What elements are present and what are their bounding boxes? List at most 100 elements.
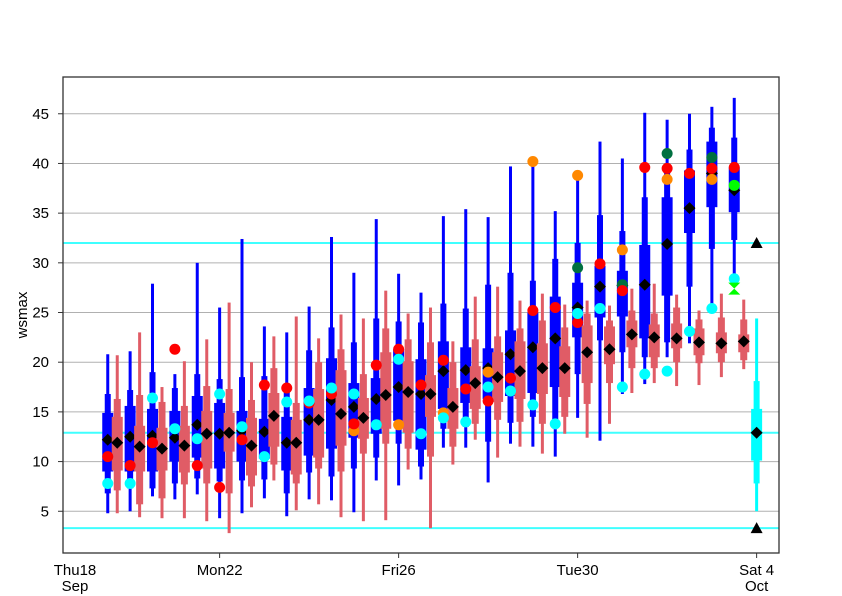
red-dot-marker [572,316,584,328]
cyan-dot-marker [616,381,628,393]
x-tick-label: Fri26 [382,562,416,579]
median-diamond [267,409,280,422]
y-tick-label: 45 [32,106,49,123]
blue-box [325,236,338,501]
blue-box [705,106,718,309]
red-box [648,283,661,384]
blue-box [124,351,137,512]
median-diamond [638,278,651,291]
y-tick-label: 35 [32,205,49,222]
marker-series [102,148,763,534]
blue-box [280,332,293,517]
cyan-dot-marker [415,428,427,440]
darkgreen-dot-marker [661,148,673,160]
darkgreen-dot-marker [572,262,584,274]
red-dot-marker [527,305,539,317]
cyan-dot-marker [281,396,293,408]
red-box [715,293,728,378]
red-dot-marker [370,359,382,371]
red-box [603,305,616,424]
black-triangle-marker [750,522,763,534]
median-diamond [581,346,594,359]
cyan-dot-marker [370,419,382,431]
orange-dot-marker [482,366,494,378]
cyan-dot-marker [482,381,494,393]
red-box [402,313,415,470]
cyan-dot-marker [102,477,114,489]
median-diamond [370,392,383,405]
cyan-dot-marker [549,418,561,430]
x-tick-label: Tue30 [557,562,599,579]
blue-box [191,262,204,495]
red-box [223,302,236,534]
red-box [335,314,347,518]
orange-dot-marker [706,173,718,185]
y-tick-label: 40 [32,155,49,172]
red-box [446,341,459,465]
cyan-dot-marker [460,416,472,428]
median-diamond [424,388,437,401]
cyan-dot-marker [572,308,584,320]
median-diamond [290,436,303,449]
y-tick-label: 20 [32,354,49,371]
y-tick-label: 10 [32,454,49,471]
blue-box [661,119,674,358]
cyan-dot-marker [661,365,673,377]
median-diamond [312,413,325,426]
x-tick-label-month: Sep [62,578,89,595]
y-tick-label: 5 [41,503,49,520]
red-box [469,296,482,440]
red-dot-marker [258,379,270,391]
cyan-dot-marker [594,303,606,315]
median-diamond [536,362,549,375]
red-box [290,316,303,511]
median-diamond [594,280,606,293]
orange-dot-marker [616,244,628,256]
median-diamond [750,426,763,439]
cyan-dot-marker [393,353,405,365]
whisker [240,238,244,514]
median-diamond [392,381,405,394]
red-box [625,288,638,394]
plot-frame [62,76,780,554]
red-box [156,387,168,519]
cyan-dot-marker [326,382,337,394]
red-box [111,355,124,514]
red-dot-marker [594,258,606,270]
black-triangle-marker [750,236,763,248]
cyan-dot-marker [258,451,270,463]
cyan-dot-marker [124,477,136,489]
red-box [379,290,392,521]
median-diamond [402,386,415,399]
cyan-dot-marker [437,412,449,424]
cyan-dot-marker [684,325,695,337]
median-diamond [213,427,226,440]
green-bowtie-marker [728,282,741,295]
median-diamond [415,388,427,401]
median-diamond [549,332,562,345]
median-diamond [178,439,191,452]
blue-box [101,354,114,514]
blue-box [370,219,383,481]
red-dot-marker [460,383,472,395]
cyan-dot-marker [214,388,226,400]
median-diamond [469,377,482,390]
box-series [101,97,763,534]
median-diamond [280,436,293,449]
median-diamond [603,343,616,356]
red-dot-marker [505,372,516,384]
median-diamond [200,427,213,440]
blue-box [594,141,606,441]
red-box [357,318,370,522]
median-diamond [683,202,696,215]
median-diamond [661,237,674,250]
blue-box [213,307,226,519]
red-box [581,300,594,438]
median-diamond [558,362,571,375]
median-diamond [625,328,638,341]
x-tick-label-month: Oct [745,578,769,595]
blue-box [549,211,562,457]
blue-box [258,326,271,499]
median-diamond [357,411,370,424]
